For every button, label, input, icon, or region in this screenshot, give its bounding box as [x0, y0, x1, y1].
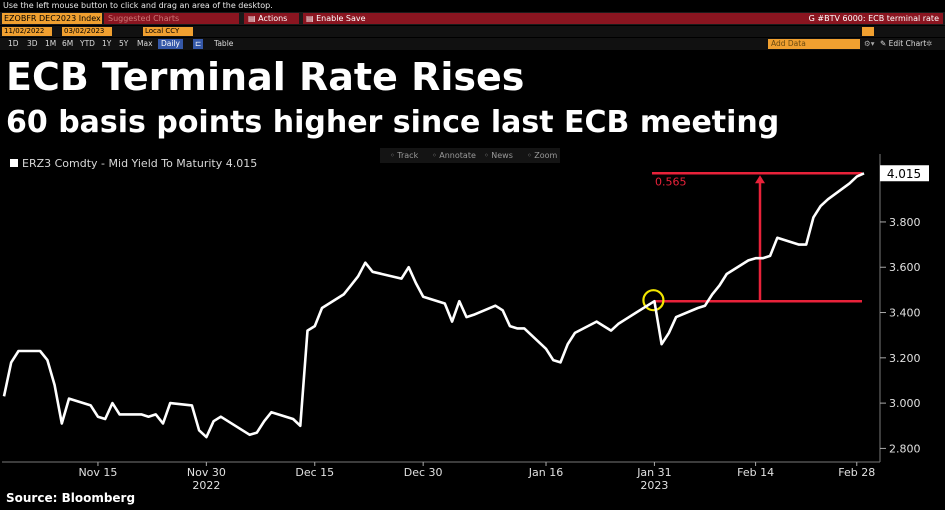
command-bar: EZOBFR DEC2023 Index Suggested Charts ▤ …: [0, 12, 945, 25]
edit-chart-label: Edit Chart: [888, 39, 927, 48]
period-1m[interactable]: 1M: [45, 39, 57, 48]
line-chart[interactable]: ◦ Track ◦ Annotate ◦ News ◦ Zoom ERZ3 Co…: [0, 148, 945, 490]
year-label: 2022: [192, 479, 220, 490]
suggested-charts-button[interactable]: Suggested Charts: [104, 13, 239, 24]
x-tick-label: Jan 31: [636, 466, 671, 479]
plot-area[interactable]: [0, 148, 880, 462]
chart-type-icon[interactable]: ⊏: [193, 39, 204, 49]
actions-icon: ▤: [248, 14, 259, 23]
date-to-field[interactable]: 03/02/2023: [62, 27, 112, 36]
desktop-hint: Use the left mouse button to click and d…: [3, 1, 273, 10]
toolbar-track[interactable]: ◦ Track: [390, 151, 419, 160]
headline-subtitle: 60 basis points higher since last ECB me…: [6, 105, 780, 140]
year-labels: 2022 2023: [192, 479, 668, 490]
period-1y[interactable]: 1Y: [102, 39, 112, 48]
legend: ERZ3 Comdty - Mid Yield To Maturity 4.01…: [10, 157, 257, 170]
x-tick-label: Nov 30: [187, 466, 226, 479]
x-tick-label: Dec 30: [404, 466, 443, 479]
legend-label: ERZ3 Comdty - Mid Yield To Maturity 4.01…: [22, 157, 257, 170]
frequency-select[interactable]: Daily: [158, 39, 183, 49]
annotation-label: 0.565: [655, 175, 687, 188]
gear-icon[interactable]: ✲: [926, 39, 933, 48]
source-note: Source: Bloomberg: [6, 491, 136, 505]
enable-save-label: Enable Save: [316, 14, 366, 23]
y-tick-label: 3.000: [889, 397, 921, 410]
date-range-bar: 11/02/2022 03/02/2023 Local CCY: [0, 26, 945, 37]
headline-title: ECB Terminal Rate Rises: [6, 55, 525, 99]
year-label: 2023: [640, 479, 668, 490]
last-value-box: [880, 165, 929, 182]
toolbar-annotate[interactable]: ◦ Annotate: [432, 151, 476, 160]
x-tick-label: Dec 15: [295, 466, 334, 479]
window-button[interactable]: [862, 27, 874, 36]
y-tick-label: 3.200: [889, 352, 921, 365]
period-ytd[interactable]: YTD: [80, 39, 95, 48]
toolbar-news[interactable]: ◦ News: [484, 151, 513, 160]
period-bar: 1D 3D 1M 6M YTD 1Y 5Y Max Daily ⊏ Table …: [0, 38, 945, 50]
period-6m[interactable]: 6M: [62, 39, 74, 48]
actions-menu[interactable]: ▤ Actions: [244, 13, 299, 24]
edit-icon: ✎: [880, 39, 889, 48]
function-title: G #BTV 6000: ECB terminal rate: [808, 14, 939, 23]
x-tick-label: Nov 15: [78, 466, 117, 479]
y-tick-label: 2.800: [889, 442, 921, 455]
highlight-circle: [642, 289, 665, 312]
last-value-label: 4.015: [887, 167, 921, 181]
add-data-field[interactable]: Add Data: [768, 39, 860, 49]
save-icon: ▤: [306, 14, 317, 23]
x-tick-label: Feb 28: [838, 466, 875, 479]
date-from-field[interactable]: 11/02/2022: [2, 27, 52, 36]
enable-save-button[interactable]: ▤ Enable Save: [306, 13, 366, 24]
currency-select[interactable]: Local CCY: [143, 27, 193, 36]
period-5y[interactable]: 5Y: [119, 39, 129, 48]
y-tick-label: 3.600: [889, 261, 921, 274]
legend-swatch: [10, 159, 18, 167]
y-tick-label: 3.400: [889, 307, 921, 320]
command-bar-fill: [303, 13, 943, 24]
x-ticks: Nov 15 Nov 30 Dec 15 Dec 30 Jan 16 Jan 31 Feb …: [78, 462, 875, 479]
edit-chart-button[interactable]: ✎ Edit Chart: [880, 39, 926, 49]
period-max[interactable]: Max: [137, 39, 153, 48]
settings-icon[interactable]: ⚙▾: [864, 39, 875, 48]
toolbar-zoom[interactable]: ◦ Zoom: [527, 151, 558, 160]
period-1d[interactable]: 1D: [8, 39, 19, 48]
table-button[interactable]: Table: [214, 39, 234, 48]
y-tick-label: 3.800: [889, 216, 921, 229]
x-tick-label: Jan 16: [528, 466, 563, 479]
x-tick-label: Feb 14: [737, 466, 774, 479]
chart-toolbar: ◦ Track ◦ Annotate ◦ News ◦ Zoom: [380, 148, 560, 163]
actions-label: Actions: [258, 14, 288, 23]
annotation-arrow-head: [755, 175, 765, 184]
rate-rise-annotation: 0.565: [642, 172, 862, 312]
series-line[interactable]: [2, 172, 865, 439]
last-value-marker: 4.015: [880, 165, 929, 182]
security-field[interactable]: EZOBFR DEC2023 Index: [2, 13, 102, 24]
period-3d[interactable]: 3D: [27, 39, 38, 48]
